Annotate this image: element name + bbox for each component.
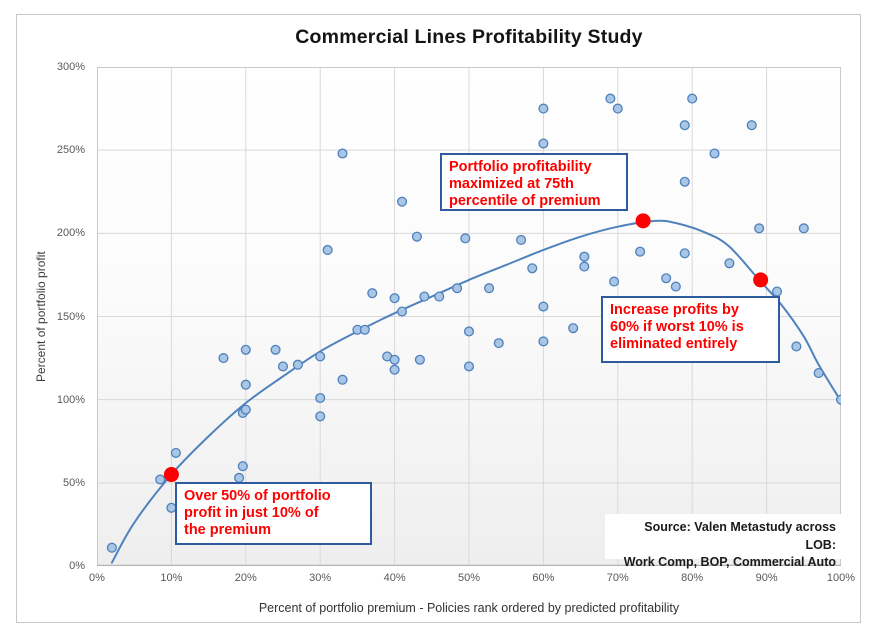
x-tick-label: 90% — [755, 572, 778, 584]
scatter-point — [389, 354, 400, 365]
x-tick-label: 60% — [532, 572, 555, 584]
scatter-point — [218, 353, 229, 364]
scatter-point — [679, 248, 690, 259]
scatter-point — [538, 336, 549, 347]
scatter-point — [234, 472, 245, 483]
x-tick-label: 100% — [826, 572, 856, 584]
scatter-point — [568, 323, 579, 334]
highlight-point — [635, 213, 651, 229]
scatter-point — [538, 301, 549, 312]
highlight-point — [753, 272, 769, 288]
x-tick-label: 10% — [160, 572, 183, 584]
scatter-point — [240, 404, 251, 415]
chart-frame: Commercial Lines Profitability Study Per… — [16, 14, 861, 623]
scatter-point — [452, 283, 463, 294]
scatter-point — [292, 359, 303, 370]
scatter-point — [579, 251, 590, 262]
scatter-point — [835, 394, 841, 405]
scatter-point — [460, 233, 471, 244]
scatter-point — [315, 411, 326, 422]
annotation-over-50-percent: Over 50% of portfolio profit in just 10%… — [175, 482, 372, 545]
scatter-point — [322, 244, 333, 256]
x-tick-label: 40% — [383, 572, 406, 584]
source-note: Source: Valen Metastudy across LOB: Work… — [605, 514, 845, 569]
y-tick-label: 300% — [56, 61, 85, 73]
scatter-point — [367, 288, 378, 299]
annotation-increase-profits: Increase profits by 60% if worst 10% is … — [601, 296, 780, 363]
scatter-point — [315, 392, 326, 404]
y-tick-label: 0% — [69, 560, 85, 572]
scatter-point — [791, 341, 802, 352]
highlight-point — [163, 467, 179, 483]
y-tick-label: 150% — [56, 310, 85, 323]
scatter-point — [679, 120, 690, 131]
scatter-point — [679, 176, 690, 187]
y-tick-label: 200% — [56, 227, 85, 240]
scatter-point — [389, 293, 400, 304]
scatter-point — [337, 148, 348, 159]
scatter-point — [434, 291, 445, 302]
scatter-points — [106, 93, 841, 553]
scatter-point — [484, 283, 495, 294]
scatter-point — [635, 246, 646, 257]
scatter-point — [411, 231, 422, 242]
scatter-point — [538, 138, 549, 149]
scatter-point — [527, 263, 538, 274]
scatter-point — [493, 338, 504, 349]
scatter-point — [579, 261, 590, 272]
scatter-point — [605, 93, 616, 104]
annotation-max-profitability: Portfolio profitability maximized at 75t… — [440, 153, 628, 211]
scatter-point — [389, 364, 400, 375]
y-tick-label: 100% — [56, 393, 85, 406]
x-tick-label: 70% — [606, 572, 629, 584]
y-tick-label: 250% — [56, 144, 85, 157]
scatter-point — [240, 379, 251, 390]
y-tick-label: 50% — [62, 476, 85, 489]
scatter-point — [813, 368, 824, 379]
scatter-point — [612, 103, 623, 114]
x-tick-label: 20% — [234, 572, 257, 584]
scatter-point — [270, 344, 281, 355]
scatter-point — [609, 276, 620, 287]
highlight-points — [163, 213, 769, 483]
x-tick-label: 0% — [89, 572, 105, 584]
scatter-point — [687, 93, 698, 104]
chart-title: Commercial Lines Profitability Study — [295, 26, 643, 48]
scatter-point — [315, 351, 326, 362]
scatter-point — [724, 258, 735, 269]
scatter-point — [414, 354, 425, 365]
scatter-point — [463, 326, 475, 337]
scatter-point — [359, 324, 370, 335]
scatter-point — [709, 148, 720, 159]
scatter-chart — [97, 67, 841, 566]
scatter-point — [237, 461, 248, 472]
scatter-point — [170, 447, 181, 458]
scatter-point — [661, 273, 672, 284]
x-tick-label: 30% — [309, 572, 332, 584]
scatter-point — [754, 223, 765, 234]
scatter-point — [155, 474, 166, 485]
gridlines — [97, 67, 841, 566]
scatter-point — [277, 361, 289, 372]
y-axis-tick-labels: 0% 50% 100% 150% 200% 250% 300% — [17, 61, 91, 572]
x-tick-label: 80% — [681, 572, 704, 584]
scatter-point — [337, 374, 348, 385]
scatter-point — [670, 281, 681, 292]
scatter-point — [106, 542, 117, 553]
scatter-point — [798, 223, 809, 234]
scatter-point — [746, 120, 757, 131]
x-axis-title: Percent of portfolio premium - Policies … — [258, 601, 680, 615]
scatter-point — [516, 234, 527, 246]
scatter-point — [463, 361, 475, 372]
x-axis-tick-labels: 0% 10% 20% 30% 40% 50% 60% 70% 80% 90% 100% — [89, 572, 855, 586]
scatter-point — [419, 291, 430, 302]
scatter-point — [538, 103, 549, 114]
scatter-point — [240, 344, 251, 355]
scatter-point — [771, 286, 783, 297]
scatter-point — [396, 306, 408, 317]
scatter-point — [396, 196, 408, 207]
x-tick-label: 50% — [457, 572, 481, 584]
